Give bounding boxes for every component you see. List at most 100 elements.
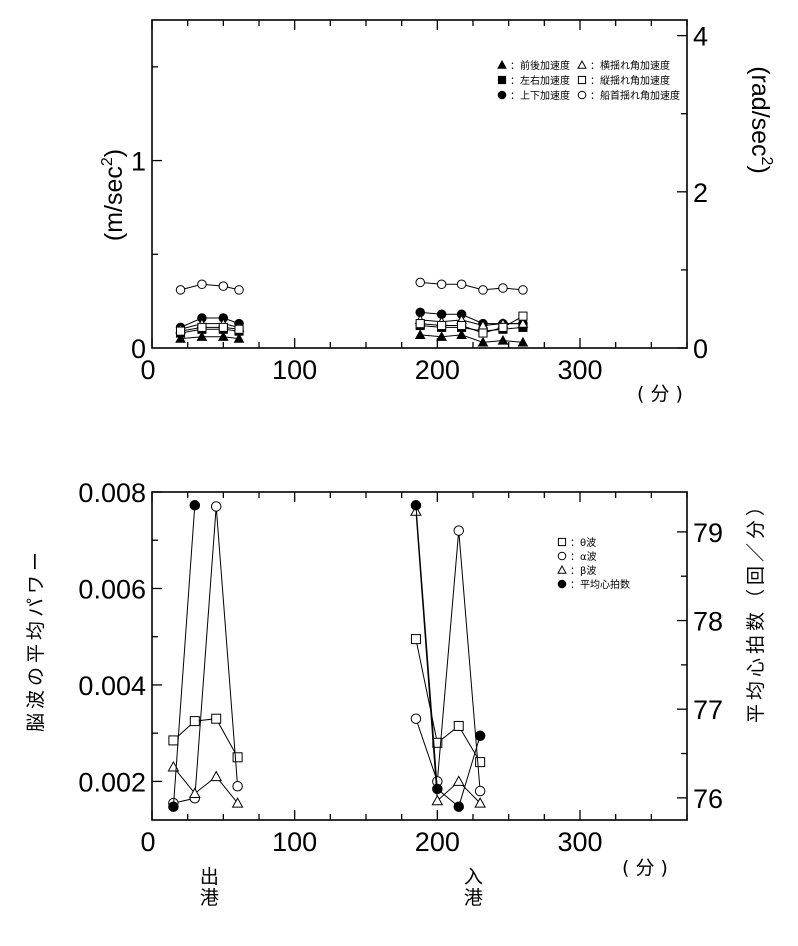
data-point-series-4	[437, 320, 447, 331]
data-point-series-0	[196, 331, 208, 341]
data-point-series-0	[175, 333, 186, 343]
data-point-series-0	[414, 329, 426, 339]
legend-marker	[557, 551, 567, 561]
y-left-tick-label: 0.006	[78, 574, 146, 604]
legend-label: ：α波	[570, 550, 597, 563]
x-event-label-char: 出	[200, 866, 219, 888]
series-line-4	[180, 326, 240, 332]
x-tick-label: 200	[415, 827, 460, 857]
x-tick-label: 100	[272, 355, 317, 385]
top-left-axis-title: (m/sec2)	[99, 149, 128, 241]
legend-label: ：左右加速度	[510, 74, 570, 87]
y-right-tick-label: 2	[693, 178, 708, 208]
data-point-series-4	[234, 324, 244, 334]
data-point-series-5	[436, 279, 447, 290]
series-line-1	[415, 530, 481, 792]
data-point-series-3	[189, 500, 201, 511]
legend-marker	[497, 59, 507, 69]
data-point-series-4	[197, 322, 207, 332]
y-right-tick-label: 0	[693, 334, 708, 364]
data-point-series-1	[453, 525, 464, 536]
series-line-0	[180, 336, 240, 340]
y-right-tick-label: 77	[693, 695, 723, 725]
data-point-series-1	[210, 501, 222, 512]
series-line-2	[180, 317, 240, 328]
data-point-series-0	[232, 752, 243, 763]
x-event-label-char: 入	[464, 866, 483, 888]
series-line-5	[180, 283, 240, 291]
data-point-series-0	[217, 331, 229, 341]
legend-label: ：β波	[570, 564, 596, 577]
legend-label: ：前後加速度	[510, 59, 570, 72]
legend-marker	[497, 75, 507, 85]
data-point-series-4	[175, 326, 186, 336]
x-tick-label: 0	[140, 355, 155, 385]
bottom-series-group	[167, 500, 486, 812]
top-right-ticks: 0 2 4	[677, 22, 708, 364]
data-point-series-0	[475, 757, 486, 768]
data-point-series-5	[175, 285, 186, 295]
series-line-2	[420, 311, 523, 325]
legend-label: ：平均心拍数	[570, 578, 630, 591]
data-point-series-3	[410, 500, 422, 511]
data-point-series-1	[474, 785, 486, 797]
data-point-series-0	[477, 336, 489, 347]
series-line-2	[415, 511, 481, 804]
legend-marker	[577, 90, 587, 100]
legend-label: ：横揺れ角加速度	[590, 59, 670, 72]
top-left-ticks: 10	[131, 66, 162, 364]
y-right-tick-label: 79	[693, 518, 723, 548]
y-left-tick-label: 0.004	[78, 671, 146, 701]
data-point-series-5	[478, 285, 488, 295]
legend-marker	[557, 579, 567, 589]
series-line-1	[173, 506, 239, 804]
data-point-series-5	[415, 277, 425, 288]
data-point-series-0	[211, 713, 222, 724]
legend-marker	[557, 564, 567, 574]
y-left-tick-label-zero: 0	[131, 334, 146, 364]
series-line-0	[420, 334, 523, 343]
data-point-series-3	[453, 801, 464, 812]
y-right-tick-label: 4	[693, 22, 708, 52]
top-plot-frame	[151, 19, 688, 349]
y-left-tick-label: 0.008	[78, 478, 146, 508]
legend-label: ：上下加速度	[510, 89, 570, 102]
x-tick-label: 300	[557, 827, 602, 857]
series-line-1	[180, 328, 240, 334]
data-point-series-0	[497, 334, 509, 345]
data-point-series-5	[218, 281, 229, 291]
y-right-tick-label: 78	[693, 607, 723, 637]
legend-label: ：船首揺れ角加速度	[590, 89, 680, 102]
legend-label: ：縦揺れ角加速度	[590, 74, 670, 87]
data-point-series-0	[453, 720, 464, 731]
bottom-right-ticks: 76 77 78 79	[677, 518, 723, 814]
bottom-legend: ：θ波：α波：β波：平均心拍数	[557, 536, 630, 591]
data-point-series-1	[232, 780, 243, 792]
data-point-series-0	[233, 333, 245, 343]
data-point-series-4	[415, 319, 425, 329]
data-point-series-2	[431, 794, 444, 806]
bottom-x-ticks: 0 100 200 300	[140, 492, 688, 857]
series-line-3	[415, 505, 481, 808]
data-point-series-5	[234, 285, 244, 295]
x-tick-label: 200	[415, 355, 460, 385]
data-point-series-5	[197, 279, 207, 290]
data-point-series-3	[474, 730, 486, 742]
data-point-series-3	[517, 318, 529, 328]
legend-marker	[497, 90, 507, 100]
data-point-series-0	[168, 735, 179, 746]
bottom-right-axis-title: 平均心拍数（回／分）	[745, 493, 767, 723]
series-line-0	[173, 718, 239, 758]
data-point-series-2	[474, 797, 486, 808]
data-point-series-0	[436, 331, 447, 341]
legend-label: ：θ波	[570, 536, 596, 549]
bottom-left-axis-title: 脳波の平均パワー	[25, 548, 47, 732]
data-point-series-2	[231, 797, 244, 808]
series-line-2	[173, 766, 238, 804]
legend-marker	[577, 59, 587, 69]
data-point-series-5	[518, 285, 528, 295]
data-point-series-0	[456, 329, 467, 339]
top-series-group	[175, 277, 529, 347]
